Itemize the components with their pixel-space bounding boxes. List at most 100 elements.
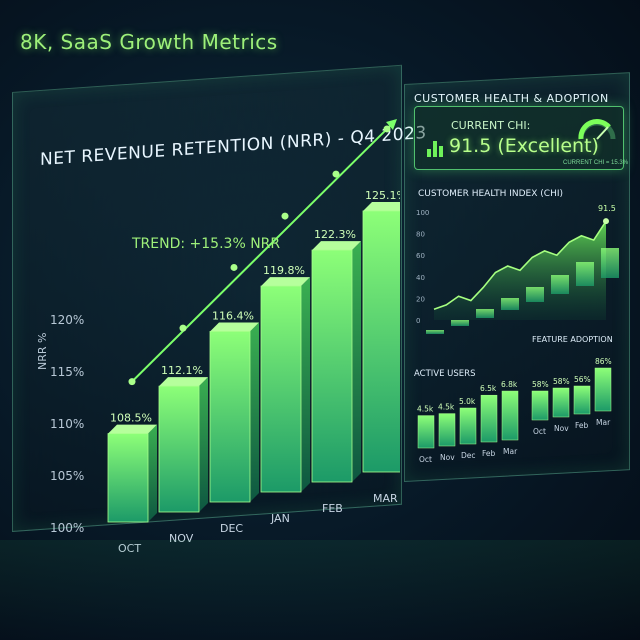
active-users-value: 6.8k <box>501 380 518 389</box>
bar-side <box>352 241 361 482</box>
y-tick-label: 110% <box>50 417 84 431</box>
trend-annotation: TREND: +15.3% NRR <box>131 236 280 252</box>
feature-adoption-bar <box>573 385 591 415</box>
feature-adoption-value: 58% <box>553 377 570 386</box>
health-panel-title: CUSTOMER HEALTH & ADOPTION <box>414 92 609 105</box>
chi-subtext: CURRENT CHI = 15.3% <box>563 160 629 166</box>
feature-adoption-bar <box>594 367 612 412</box>
active-users-bar <box>501 390 519 441</box>
nrr-bar <box>209 331 251 503</box>
chi-line <box>433 220 607 310</box>
chi-block <box>601 248 619 278</box>
y-axis-label: NRR % <box>36 333 49 370</box>
x-tick-label: MAR <box>373 492 398 505</box>
x-tick-label: NOV <box>169 532 194 545</box>
feature-adoption-value: 86% <box>595 357 612 366</box>
health-charts: CUSTOMER HEALTH INDEX (CHI) 0 20 40 60 80 100 9… <box>414 189 619 464</box>
bar-value-label: 116.4% <box>212 309 254 322</box>
nrr-bar <box>311 249 353 483</box>
chi-y-tick: 0 <box>416 317 420 325</box>
bar-top <box>159 377 208 387</box>
trend-point <box>128 378 136 386</box>
chi-block <box>551 275 569 294</box>
nrr-bar <box>158 385 200 513</box>
y-tick-label: 120% <box>50 313 84 327</box>
feature-adoption-title: FEATURE ADOPTION <box>532 335 613 344</box>
chi-block <box>576 262 594 286</box>
bar-top <box>312 241 361 251</box>
active-users-value: 6.5k <box>480 384 497 393</box>
x-tick-label: FEB <box>322 502 343 515</box>
active-users-x-label: Nov <box>440 453 455 462</box>
bar-top <box>363 201 400 211</box>
chi-y-tick: 20 <box>416 295 425 303</box>
bar-side <box>301 277 310 492</box>
trend-point <box>230 263 238 271</box>
chi-y-tick: 40 <box>416 274 425 282</box>
trend-point <box>383 125 391 133</box>
nrr-bar <box>260 285 302 493</box>
bar-top <box>108 424 157 434</box>
active-users-bar <box>480 394 498 443</box>
trend-arrowhead <box>386 118 397 130</box>
active-users-x-label: Oct <box>419 455 432 464</box>
chi-y-tick: 100 <box>416 209 429 217</box>
feature-adoption-x-label: Mar <box>596 418 611 427</box>
feature-adoption-x-label: Oct <box>533 427 546 436</box>
feature-adoption-bar <box>552 387 570 418</box>
active-users-x-label: Dec <box>461 451 476 460</box>
chi-end-label: 91.5 <box>598 204 616 213</box>
x-tick-label: DEC <box>220 522 243 535</box>
x-tick-label: OCT <box>118 542 141 555</box>
bar-side <box>199 377 208 512</box>
active-users-value: 5.0k <box>459 397 476 406</box>
active-users-bar <box>417 415 435 449</box>
bar-value-label: 122.3% <box>314 228 356 241</box>
chi-end-point <box>603 218 609 225</box>
y-tick-label: 100% <box>50 521 84 535</box>
trend-point <box>281 212 289 220</box>
bar-top <box>210 322 259 332</box>
nrr-bar <box>107 433 149 523</box>
chi-label: CURRENT CHI: <box>451 119 531 132</box>
chi-y-tick: 60 <box>416 252 425 260</box>
bar-side <box>148 424 157 522</box>
nrr-chart: 100% 105% 110% 115% 120%NRR % 108.5% OCT 112.1%… <box>36 118 400 555</box>
bar-value-label: 112.1% <box>161 364 203 377</box>
trend-point <box>179 324 187 332</box>
bar-value-label: 119.8% <box>263 264 305 277</box>
active-users-bar <box>438 413 456 447</box>
active-users-bar <box>459 407 477 445</box>
chi-value: 91.5 (Excellent) <box>449 135 599 157</box>
feature-adoption-x-label: Feb <box>575 421 589 430</box>
gauge-icon <box>578 119 616 140</box>
chi-y-tick: 80 <box>416 231 425 239</box>
chi-chart-title: CUSTOMER HEALTH INDEX (CHI) <box>418 189 563 199</box>
feature-adoption-value: 58% <box>532 380 549 389</box>
floor-reflection <box>0 540 640 640</box>
bar-side <box>250 322 259 502</box>
chi-block <box>501 298 519 310</box>
bar-chart-icon <box>427 137 443 157</box>
chi-block <box>476 309 494 318</box>
page-headline: 8K, SaaS Growth Metrics <box>20 30 278 54</box>
feature-adoption-value: 56% <box>574 375 591 384</box>
nrr-bar <box>362 210 400 473</box>
trend-point <box>332 170 340 178</box>
feature-adoption-bar <box>531 390 549 421</box>
y-tick-label: 115% <box>50 365 84 379</box>
feature-adoption-x-label: Nov <box>554 424 569 433</box>
active-users-value: 4.5k <box>417 405 434 414</box>
active-users-x-label: Mar <box>503 447 518 456</box>
chi-block <box>426 330 444 334</box>
bar-top <box>261 277 310 287</box>
active-users-x-label: Feb <box>482 449 496 458</box>
bar-value-label: 125.1% <box>365 189 400 202</box>
y-tick-label: 105% <box>50 469 84 483</box>
chi-card: CURRENT CHI: 91.5 (Excellent) <box>414 106 624 170</box>
active-users-value: 4.5k <box>438 403 455 412</box>
chi-block <box>526 287 544 302</box>
chi-block <box>451 320 469 326</box>
x-tick-label: JAN <box>270 512 290 525</box>
bar-value-label: 108.5% <box>110 412 152 425</box>
